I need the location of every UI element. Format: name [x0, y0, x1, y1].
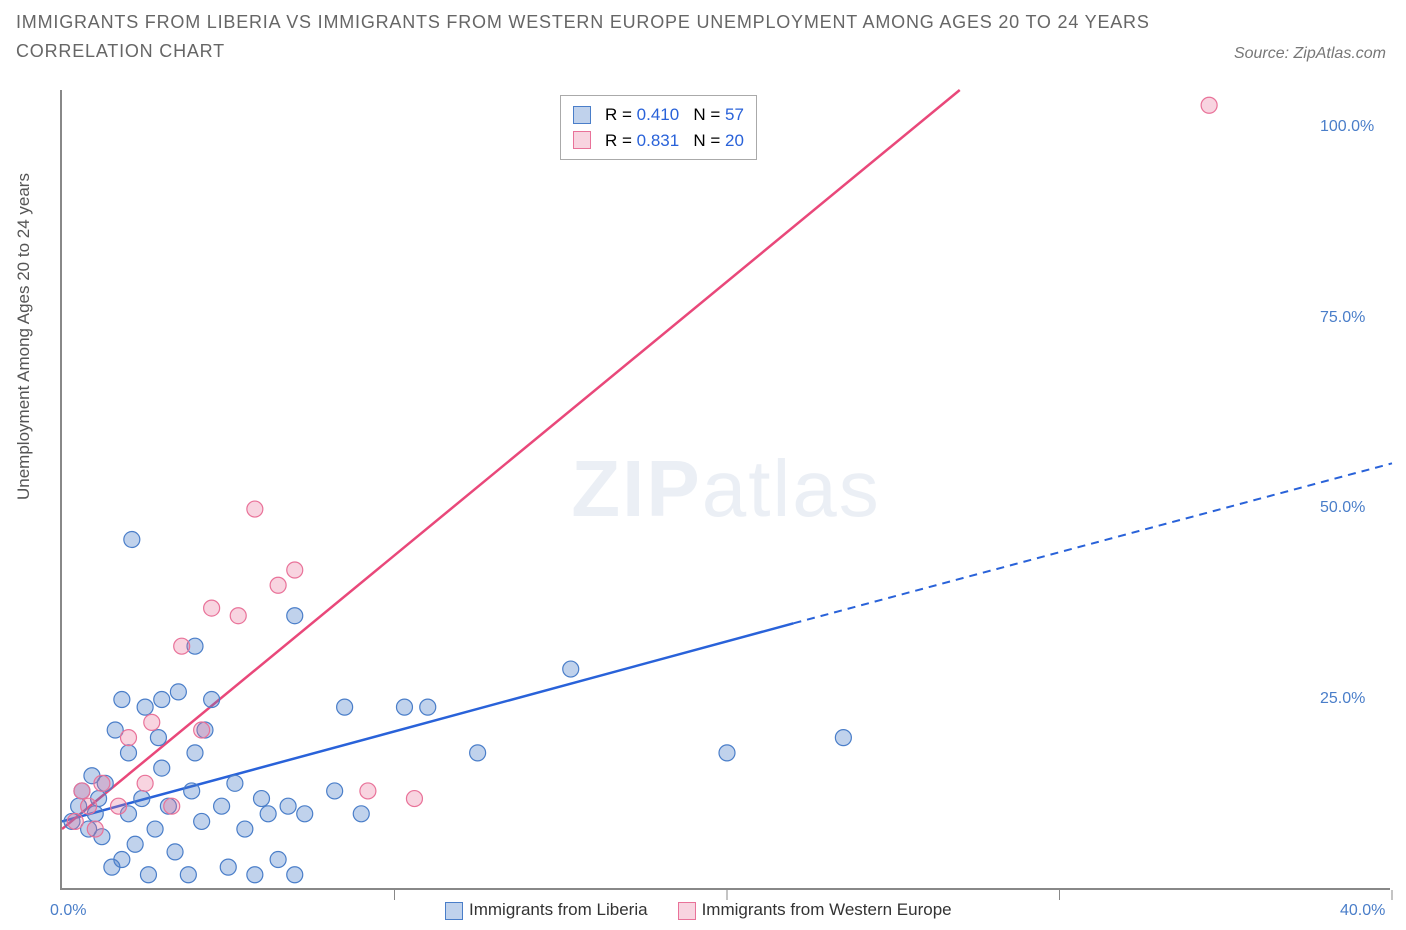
data-point[interactable] [247, 867, 263, 883]
data-point[interactable] [127, 836, 143, 852]
data-point[interactable] [164, 798, 180, 814]
scatter-chart: ZIPatlas [60, 90, 1390, 890]
data-point[interactable] [134, 791, 150, 807]
data-point[interactable] [270, 852, 286, 868]
data-point[interactable] [337, 699, 353, 715]
title-line-2: CORRELATION CHART [16, 37, 1150, 66]
data-point[interactable] [247, 501, 263, 517]
data-point[interactable] [114, 852, 130, 868]
data-point[interactable] [287, 562, 303, 578]
data-point[interactable] [260, 806, 276, 822]
data-point[interactable] [353, 806, 369, 822]
data-point[interactable] [420, 699, 436, 715]
data-point[interactable] [137, 775, 153, 791]
data-point[interactable] [140, 867, 156, 883]
data-point[interactable] [154, 760, 170, 776]
data-point[interactable] [94, 775, 110, 791]
y-tick-label: 75.0% [1320, 309, 1365, 327]
data-point[interactable] [194, 813, 210, 829]
chart-title: IMMIGRANTS FROM LIBERIA VS IMMIGRANTS FR… [16, 8, 1150, 66]
data-point[interactable] [287, 867, 303, 883]
source-attribution: Source: ZipAtlas.com [1234, 45, 1386, 63]
legend-swatch [573, 131, 591, 149]
data-point[interactable] [1201, 97, 1217, 113]
data-point[interactable] [204, 600, 220, 616]
data-point[interactable] [227, 775, 243, 791]
data-point[interactable] [835, 730, 851, 746]
data-point[interactable] [287, 608, 303, 624]
data-point[interactable] [81, 798, 97, 814]
y-tick-label: 50.0% [1320, 499, 1365, 517]
stat-text: R = 0.410 N = 57 [605, 102, 744, 128]
legend-swatch [445, 902, 463, 920]
data-point[interactable] [230, 608, 246, 624]
data-point[interactable] [180, 867, 196, 883]
stat-row: R = 0.831 N = 20 [573, 128, 744, 154]
x-tick-label: 40.0% [1340, 902, 1385, 920]
legend-swatch [678, 902, 696, 920]
legend-label: Immigrants from Western Europe [702, 900, 952, 919]
data-point[interactable] [204, 692, 220, 708]
legend-item[interactable]: Immigrants from Liberia [445, 900, 648, 920]
data-point[interactable] [67, 813, 83, 829]
y-axis-label: Unemployment Among Ages 20 to 24 years [14, 173, 34, 500]
data-point[interactable] [121, 730, 137, 746]
stat-text: R = 0.831 N = 20 [605, 128, 744, 154]
data-point[interactable] [87, 821, 103, 837]
data-point[interactable] [563, 661, 579, 677]
data-point[interactable] [214, 798, 230, 814]
data-point[interactable] [270, 577, 286, 593]
data-point[interactable] [254, 791, 270, 807]
data-point[interactable] [154, 692, 170, 708]
data-point[interactable] [150, 730, 166, 746]
legend-label: Immigrants from Liberia [469, 900, 648, 919]
data-point[interactable] [280, 798, 296, 814]
series-legend: Immigrants from Liberia Immigrants from W… [445, 900, 952, 920]
stat-row: R = 0.410 N = 57 [573, 102, 744, 128]
y-tick-label: 100.0% [1320, 118, 1374, 136]
data-point[interactable] [174, 638, 190, 654]
data-point[interactable] [719, 745, 735, 761]
data-point[interactable] [187, 745, 203, 761]
legend-swatch [573, 106, 591, 124]
data-point[interactable] [220, 859, 236, 875]
y-tick-label: 25.0% [1320, 690, 1365, 708]
data-point[interactable] [237, 821, 253, 837]
data-point[interactable] [184, 783, 200, 799]
data-point[interactable] [406, 791, 422, 807]
data-point[interactable] [114, 692, 130, 708]
title-line-1: IMMIGRANTS FROM LIBERIA VS IMMIGRANTS FR… [16, 8, 1150, 37]
data-point[interactable] [327, 783, 343, 799]
data-point[interactable] [297, 806, 313, 822]
correlation-stats-box: R = 0.410 N = 57R = 0.831 N = 20 [560, 95, 757, 160]
data-point[interactable] [111, 798, 127, 814]
data-point[interactable] [74, 783, 90, 799]
data-point[interactable] [396, 699, 412, 715]
data-point[interactable] [121, 745, 137, 761]
x-tick-label: 0.0% [50, 902, 86, 920]
data-point[interactable] [137, 699, 153, 715]
data-point[interactable] [144, 714, 160, 730]
data-point[interactable] [147, 821, 163, 837]
data-point[interactable] [194, 722, 210, 738]
data-point[interactable] [124, 532, 140, 548]
data-point[interactable] [360, 783, 376, 799]
data-point[interactable] [470, 745, 486, 761]
data-point[interactable] [170, 684, 186, 700]
legend-item[interactable]: Immigrants from Western Europe [678, 900, 952, 920]
data-point[interactable] [167, 844, 183, 860]
